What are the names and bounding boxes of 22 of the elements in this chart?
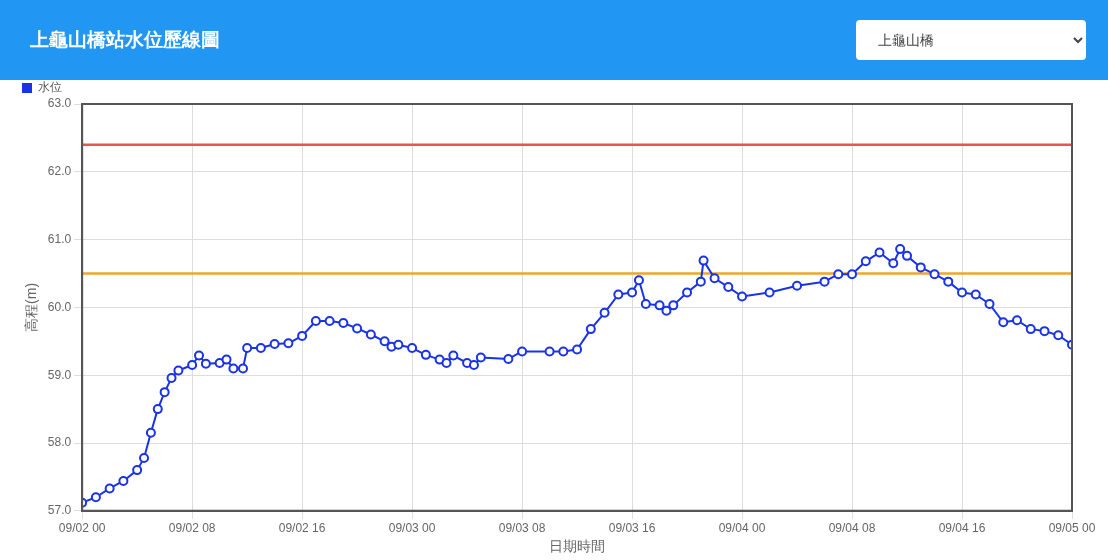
x-tick-label: 09/02 00 [58,521,106,536]
x-tick-label: 09/03 16 [608,521,656,536]
y-tick-label: 58.0 [47,435,72,450]
text: 上龜山橋 [856,20,1086,60]
x-axis-title: 日期時間 [549,538,606,555]
y-axis-title: 高程(m) [23,282,40,332]
y-tick-label: 59.0 [47,367,72,382]
x-tick-label: 09/02 16 [278,521,326,536]
legend-label: 水位 [38,80,62,95]
y-tick-label: 62.0 [47,164,72,179]
y-tick-label: 61.0 [47,231,72,246]
x-tick-label: 09/04 08 [828,521,876,536]
x-tick-label: 09/03 08 [498,521,546,536]
x-tick-label: 09/04 16 [938,521,986,536]
chart-title: 上龜山橋站水位歷線圖 [30,28,220,52]
y-tick-label: 60.0 [47,299,72,314]
y-tick-label: 63.0 [47,96,72,111]
x-tick-label: 09/03 00 [388,521,436,536]
x-tick-label: 09/05 00 [1048,521,1096,536]
y-tick-label: 57.0 [47,503,72,518]
x-tick-label: 09/04 00 [718,521,766,536]
x-tick-label: 09/02 08 [168,521,216,536]
